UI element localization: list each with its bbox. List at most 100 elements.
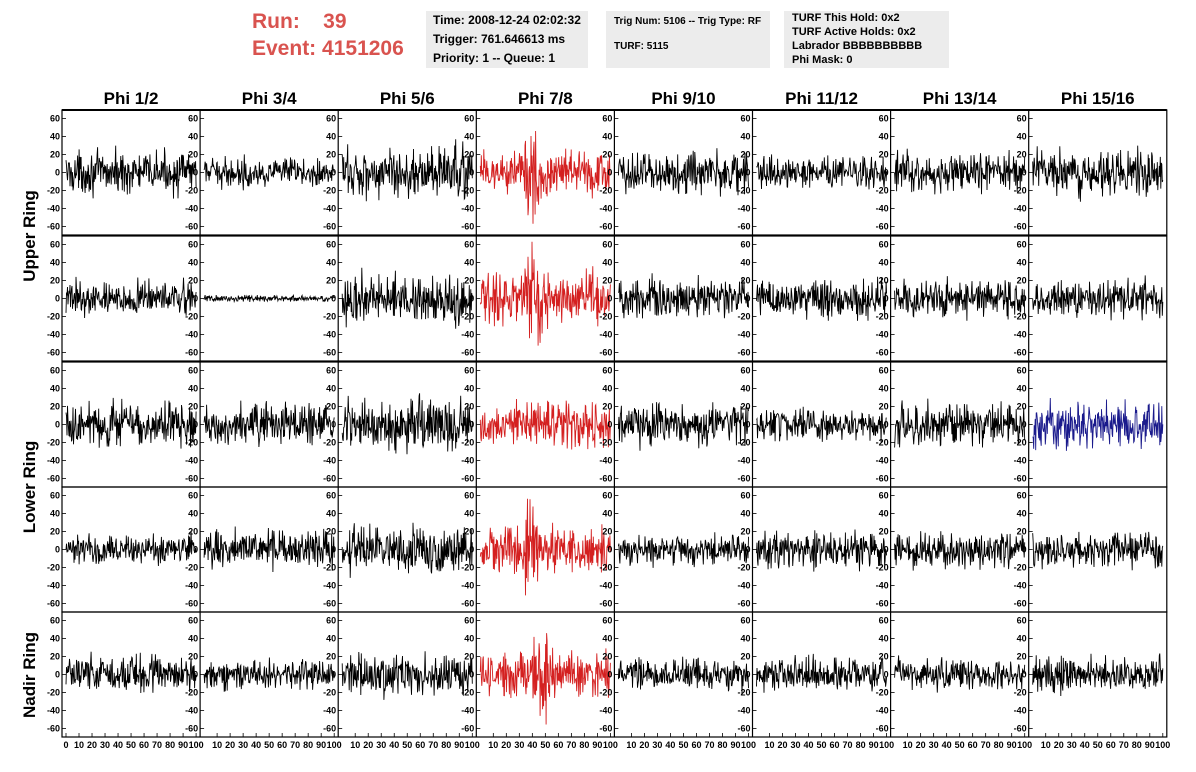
x-tick-label: 20 bbox=[778, 740, 788, 750]
x-tick-label: 70 bbox=[566, 740, 576, 750]
y-tick-label: 20 bbox=[740, 150, 750, 160]
waveform-trace bbox=[894, 276, 1026, 321]
x-tick-label: 20 bbox=[225, 740, 235, 750]
y-tick-label: -40 bbox=[185, 706, 198, 716]
y-tick-label: 0 bbox=[469, 545, 474, 555]
waveform-trace bbox=[894, 655, 1026, 693]
phi-mask-text: Phi Mask: 0 bbox=[792, 54, 853, 66]
y-tick-label: -40 bbox=[876, 204, 889, 214]
y-tick-label: 60 bbox=[326, 366, 336, 376]
turf-info-box: TURF This Hold: 0x2 TURF Active Holds: 0… bbox=[784, 11, 949, 68]
y-tick-label: 20 bbox=[464, 402, 474, 412]
x-tick-label: 100 bbox=[879, 740, 894, 750]
y-tick-label: 60 bbox=[1017, 240, 1027, 250]
x-tick-label: 40 bbox=[665, 740, 675, 750]
x-tick-label: 50 bbox=[1093, 740, 1103, 750]
waveform-trace bbox=[617, 532, 749, 568]
x-tick-label: 100 bbox=[1017, 740, 1032, 750]
y-tick-label: 0 bbox=[193, 545, 198, 555]
y-tick-label: 0 bbox=[193, 294, 198, 304]
y-tick-label: 60 bbox=[464, 366, 474, 376]
y-tick-label: 40 bbox=[464, 384, 474, 394]
y-tick-label: -20 bbox=[47, 688, 60, 698]
y-tick-label: -20 bbox=[599, 688, 612, 698]
row-title: Upper Ring bbox=[20, 190, 39, 282]
x-tick-label: 60 bbox=[277, 740, 287, 750]
waveform-trace bbox=[203, 400, 335, 448]
y-tick-label: 40 bbox=[188, 634, 198, 644]
y-tick-label: -60 bbox=[599, 474, 612, 484]
x-tick-label: 30 bbox=[238, 740, 248, 750]
x-tick-label: 70 bbox=[152, 740, 162, 750]
x-tick-label: 40 bbox=[942, 740, 952, 750]
waveform-trace bbox=[203, 526, 335, 573]
waveform-trace bbox=[65, 531, 197, 567]
y-tick-label: 40 bbox=[326, 132, 336, 142]
y-tick-label: 60 bbox=[50, 240, 60, 250]
y-tick-label: -20 bbox=[1014, 688, 1027, 698]
x-tick-label: 100 bbox=[741, 740, 756, 750]
y-tick-label: -20 bbox=[461, 312, 474, 322]
x-tick-label: 50 bbox=[264, 740, 274, 750]
y-tick-label: 0 bbox=[55, 294, 60, 304]
x-tick-label: 40 bbox=[804, 740, 814, 750]
waveform-trace bbox=[756, 154, 888, 190]
y-tick-label: 0 bbox=[469, 420, 474, 430]
x-tick-label: 10 bbox=[350, 740, 360, 750]
waveform-trace bbox=[756, 276, 888, 321]
y-tick-label: -60 bbox=[461, 474, 474, 484]
x-tick-label: 30 bbox=[791, 740, 801, 750]
y-tick-label: 60 bbox=[879, 240, 889, 250]
waveform-trace bbox=[1032, 653, 1164, 697]
y-tick-label: 40 bbox=[326, 509, 336, 519]
y-tick-label: -20 bbox=[47, 438, 60, 448]
y-tick-label: -40 bbox=[47, 456, 60, 466]
y-tick-label: 60 bbox=[188, 114, 198, 124]
y-tick-label: 40 bbox=[879, 384, 889, 394]
y-tick-label: 60 bbox=[1017, 114, 1027, 124]
y-tick-label: -40 bbox=[323, 581, 336, 591]
y-tick-label: 20 bbox=[879, 276, 889, 286]
y-tick-label: 60 bbox=[1017, 366, 1027, 376]
waveform-trace bbox=[341, 267, 473, 329]
y-tick-label: 60 bbox=[740, 114, 750, 124]
y-tick-label: 0 bbox=[331, 168, 336, 178]
y-tick-label: 40 bbox=[50, 132, 60, 142]
y-tick-label: 0 bbox=[55, 168, 60, 178]
y-tick-label: 60 bbox=[602, 616, 612, 626]
y-tick-label: -60 bbox=[876, 348, 889, 358]
y-tick-label: 20 bbox=[326, 276, 336, 286]
waveform-trace bbox=[617, 273, 749, 319]
y-tick-label: 20 bbox=[602, 652, 612, 662]
x-tick-label: 10 bbox=[212, 740, 222, 750]
y-tick-label: -60 bbox=[1014, 474, 1027, 484]
y-tick-label: -20 bbox=[185, 438, 198, 448]
y-tick-label: -40 bbox=[185, 330, 198, 340]
y-tick-label: -20 bbox=[461, 438, 474, 448]
x-tick-label: 90 bbox=[178, 740, 188, 750]
y-tick-label: -20 bbox=[323, 186, 336, 196]
y-tick-label: 40 bbox=[326, 634, 336, 644]
y-tick-label: -60 bbox=[599, 724, 612, 734]
x-tick-label: 30 bbox=[1067, 740, 1077, 750]
y-tick-label: 40 bbox=[1017, 258, 1027, 268]
y-tick-label: 20 bbox=[1017, 652, 1027, 662]
x-tick-label: 30 bbox=[652, 740, 662, 750]
y-tick-label: -40 bbox=[599, 330, 612, 340]
y-tick-label: -40 bbox=[461, 456, 474, 466]
y-tick-label: 20 bbox=[740, 527, 750, 537]
trigger-text: Trigger: 761.646613 ms bbox=[433, 32, 566, 46]
y-tick-label: 20 bbox=[326, 527, 336, 537]
column-title: Phi 5/6 bbox=[380, 89, 435, 108]
trig-num-text: Trig Num: 5106 -- Trig Type: RF bbox=[614, 16, 762, 27]
y-tick-label: -20 bbox=[737, 688, 750, 698]
y-tick-label: 20 bbox=[326, 150, 336, 160]
y-tick-label: 0 bbox=[884, 670, 889, 680]
x-tick-label: 90 bbox=[454, 740, 464, 750]
waveform-trace bbox=[341, 393, 473, 455]
y-tick-label: -60 bbox=[185, 348, 198, 358]
column-title: Phi 15/16 bbox=[1061, 89, 1135, 108]
waveform-trace bbox=[756, 529, 888, 572]
y-tick-label: 60 bbox=[464, 114, 474, 124]
y-tick-label: 60 bbox=[1017, 491, 1027, 501]
